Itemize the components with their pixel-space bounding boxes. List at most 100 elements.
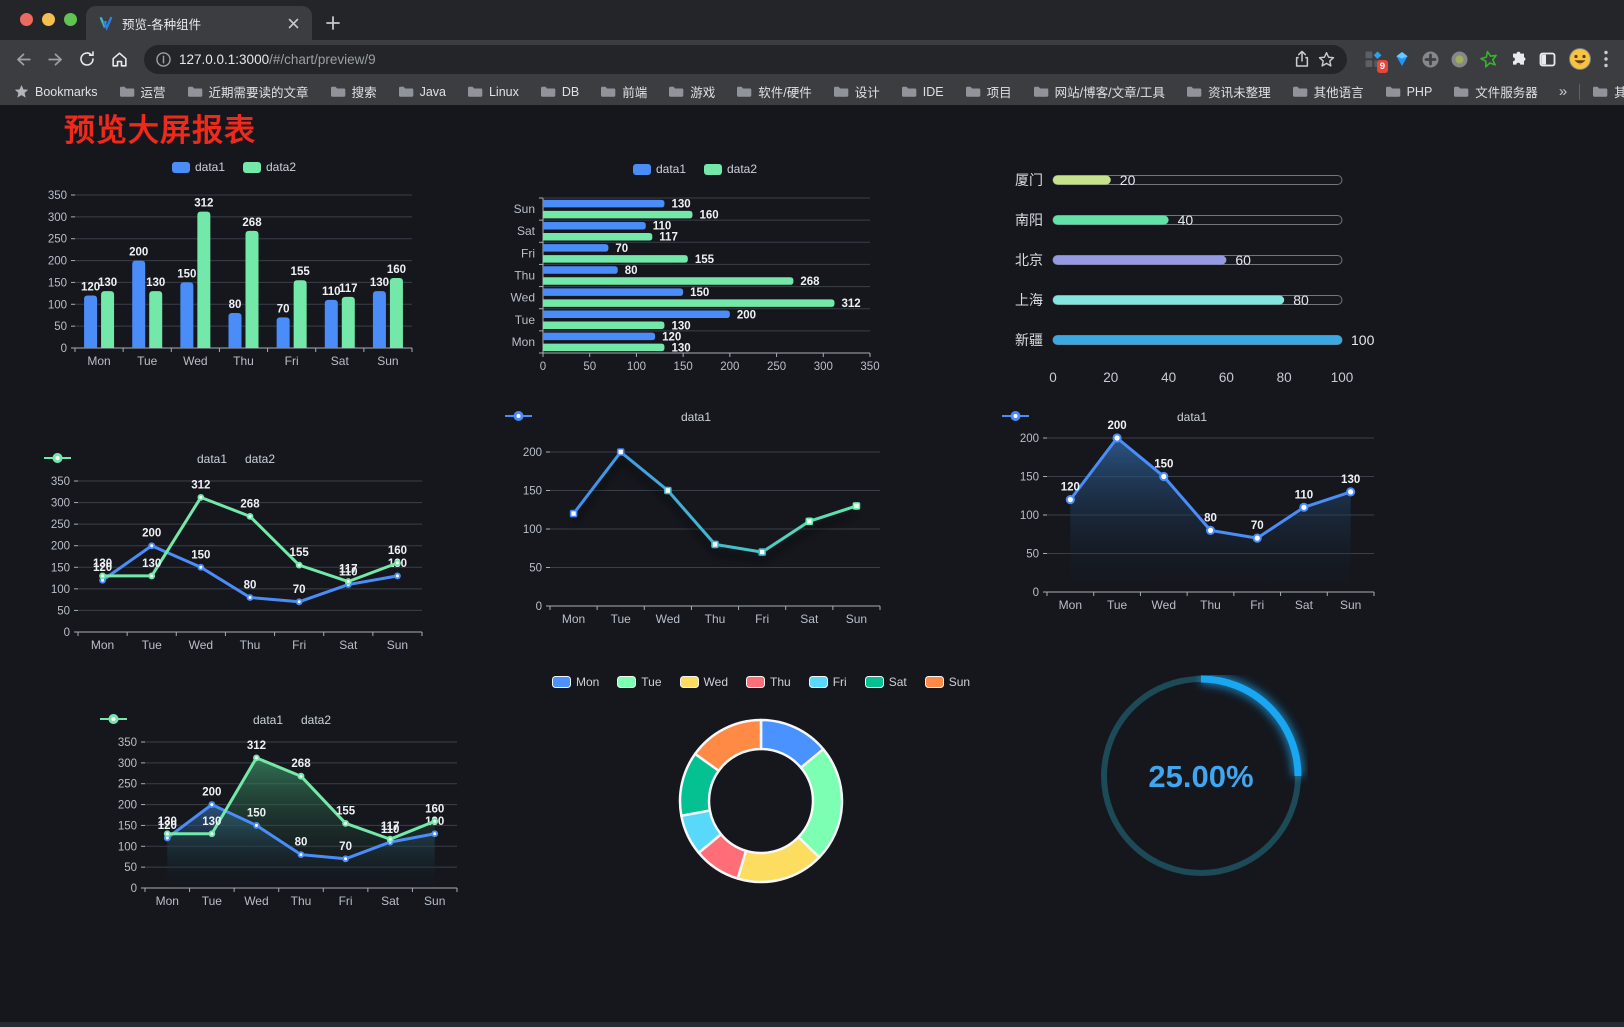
svg-text:北京: 北京 (1015, 252, 1043, 268)
chart-legend: data1 data2 (44, 452, 428, 466)
gem-extension-icon[interactable] (1394, 51, 1410, 67)
svg-text:Tue: Tue (142, 638, 163, 652)
site-info-icon[interactable] (156, 51, 171, 67)
bookmark-folder[interactable]: DB (540, 85, 579, 99)
bookmark-folder[interactable]: PHP (1385, 85, 1432, 99)
svg-text:100: 100 (51, 584, 70, 596)
svg-text:200: 200 (118, 800, 137, 812)
legend-item-Fri[interactable]: Fri (808, 675, 847, 689)
fullscreen-window-button[interactable] (64, 13, 77, 26)
bookmark-folder[interactable]: 设计 (833, 82, 880, 101)
svg-text:268: 268 (240, 498, 260, 510)
browser-menu-kebab-icon[interactable] (1604, 50, 1608, 68)
browser-tab[interactable]: 预览-各种组件 (86, 6, 312, 40)
chart-gauge-progress[interactable]: 25.00% (1098, 675, 1308, 883)
bookmark-folder[interactable]: Java (398, 85, 446, 99)
bookmark-folder[interactable]: 近期需要读的文章 (187, 82, 309, 101)
legend-item-data2[interactable]: data2 (243, 160, 296, 174)
bookmark-star-icon[interactable] (1318, 51, 1335, 68)
svg-text:Sat: Sat (381, 894, 400, 908)
bookmark-folder[interactable]: 网站/博客/文章/工具 (1033, 82, 1165, 101)
legend-item-data1[interactable]: data1 (171, 160, 225, 174)
chart-canvas[interactable]: 0 50 100 150 200 250 300 350 Mon Tue Wed Thu Fri Sat S… (44, 445, 428, 665)
svg-text:Tue: Tue (515, 313, 536, 327)
bookmarks-overflow-chevron[interactable]: » (1558, 83, 1568, 100)
green-star-extension-icon[interactable] (1480, 50, 1498, 68)
chart-donut[interactable]: Mon Tue Wed Thu Fri Sat Sun (551, 667, 970, 895)
chart-horizontal-bar[interactable]: data1 data2 Sun Sat Fri Thu Wed Tue Mon 0 50 100 150… (505, 153, 885, 381)
bookmark-folder[interactable]: Linux (467, 85, 519, 99)
bookmark-folder[interactable]: 资讯未整理 (1186, 82, 1271, 101)
new-tab-button[interactable] (318, 8, 348, 38)
legend-item-Sat[interactable]: Sat (864, 675, 907, 689)
svg-text:25.00%: 25.00% (1148, 759, 1253, 794)
forward-button[interactable] (40, 44, 70, 74)
svg-text:100: 100 (1020, 510, 1039, 522)
legend-item-Thu[interactable]: Thu (746, 675, 791, 689)
extensions-puzzle-icon[interactable] (1510, 51, 1527, 68)
bookmark-folder[interactable]: 搜索 (330, 82, 377, 101)
bookmark-folder[interactable]: 软件/硬件 (736, 82, 812, 101)
gray-circle-cross-extension-icon[interactable] (1422, 51, 1439, 68)
chart-grouped-bar[interactable]: data1 data2 0 50 100 150 200 250 300 350 Mon Tue Wed… (42, 150, 426, 372)
bookmark-folder[interactable]: 文件服务器 (1453, 82, 1538, 101)
svg-text:117: 117 (339, 283, 358, 295)
reload-button[interactable] (72, 44, 102, 74)
legend-item-data1[interactable]: data1 (100, 713, 283, 727)
svg-text:312: 312 (191, 479, 210, 491)
chart-canvas[interactable] (560, 667, 962, 895)
bookmark-folder[interactable]: 其他语言 (1292, 82, 1364, 101)
legend-item-data1[interactable]: data1 (505, 410, 711, 424)
svg-text:100: 100 (1331, 370, 1354, 385)
legend-item-data2[interactable]: data2 (704, 162, 757, 176)
bookmark-folder[interactable]: 项目 (965, 82, 1012, 101)
chart-canvas[interactable]: 0 50 100 150 200 250 300 350 Mon Tue Wed Thu Fri Sat S… (42, 150, 426, 372)
legend-item-data2[interactable]: data2 (44, 452, 275, 466)
svg-text:130: 130 (202, 816, 221, 828)
tab-close-icon[interactable] (284, 14, 302, 32)
chart-two-line[interactable]: data1 data2 0 50 100 150 200 250 300 350 Mon Tue Wed… (44, 445, 428, 665)
chart-canvas[interactable]: Sun Sat Fri Thu Wed Tue Mon 0 50 100 150 200 250 300 3… (505, 153, 885, 381)
svg-text:50: 50 (1026, 549, 1039, 561)
legend-item-data1[interactable]: data1 (44, 452, 227, 466)
bookmarks-label: Bookmarks (35, 84, 98, 99)
bookmark-folder[interactable]: 游戏 (668, 82, 715, 101)
gray-circle-dot-extension-icon[interactable] (1451, 51, 1468, 68)
legend-item-Mon[interactable]: Mon (551, 675, 599, 689)
legend-item-data2[interactable]: data2 (100, 713, 331, 727)
minimize-window-button[interactable] (42, 13, 55, 26)
other-bookmarks-folder[interactable]: 其他书签 (1592, 82, 1624, 101)
chart-area-line[interactable]: data1 0 50 100 150 200 Mon Tue Wed Thu Fri Sat Sun 12… (1002, 405, 1382, 625)
userscript-extension-icon[interactable]: 9 (1365, 50, 1388, 73)
chart-canvas[interactable]: 厦门 20 南阳 40 北京 60 上海 80 新疆 100 0 20 40 60 80 100 (995, 160, 1380, 402)
share-icon[interactable] (1294, 50, 1310, 68)
folder-icon (119, 86, 134, 97)
legend-item-Wed[interactable]: Wed (679, 675, 728, 689)
chart-progress-bars[interactable]: 厦门 20 南阳 40 北京 60 上海 80 新疆 100 0 20 40 60 80 100 (995, 160, 1380, 402)
home-button[interactable] (104, 44, 134, 74)
close-window-button[interactable] (20, 13, 33, 26)
chart-canvas[interactable]: 0 50 100 150 200 Mon Tue Wed Thu Fri Sat Sun (505, 403, 887, 638)
chart-gradient-line[interactable]: data1 0 50 100 150 200 Mon Tue Wed Thu Fri Sat Sun (505, 403, 887, 638)
legend-item-Tue[interactable]: Tue (617, 675, 662, 689)
sidebar-toggle-icon[interactable] (1539, 51, 1556, 68)
address-bar[interactable]: 127.0.0.1:3000/#/chart/preview/9 (144, 44, 1347, 74)
bookmark-folder[interactable]: 前端 (600, 82, 647, 101)
legend-item-data1[interactable]: data1 (632, 162, 686, 176)
svg-text:117: 117 (659, 232, 678, 244)
bookmark-folder[interactable]: IDE (901, 85, 944, 99)
legend-item-data1[interactable]: data1 (1002, 410, 1207, 424)
bookmarks-manager[interactable]: Bookmarks (14, 84, 98, 99)
chart-canvas[interactable]: 0 50 100 150 200 Mon Tue Wed Thu Fri Sat Sun 120 200 1… (1002, 405, 1382, 625)
profile-avatar[interactable] (1568, 47, 1592, 71)
url-text[interactable]: 127.0.0.1:3000/#/chart/preview/9 (179, 52, 1286, 67)
svg-text:160: 160 (425, 803, 444, 815)
chart-canvas[interactable]: 25.00% (1098, 675, 1308, 883)
folder-icon (1385, 86, 1400, 97)
back-button[interactable] (8, 44, 38, 74)
chart-two-line-area[interactable]: data1 data2 0 50 100 150 200 250 300 350 Mon Tue Wed… (100, 708, 484, 922)
bookmark-folder[interactable]: 运营 (119, 82, 166, 101)
legend-item-Sun[interactable]: Sun (924, 675, 970, 689)
legend-line-icon (1002, 411, 1029, 421)
chart-canvas[interactable]: 0 50 100 150 200 250 300 350 Mon Tue Wed Thu Fri Sat S… (100, 708, 484, 922)
